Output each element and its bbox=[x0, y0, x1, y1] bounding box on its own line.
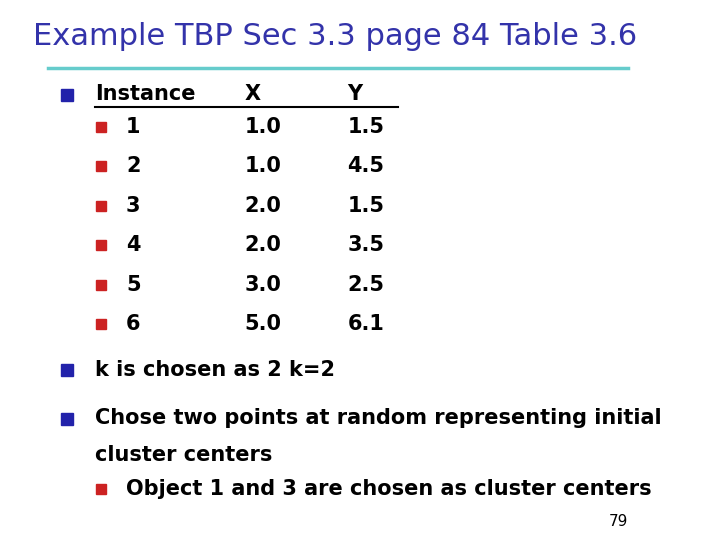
Text: 79: 79 bbox=[609, 514, 629, 529]
Text: Object 1 and 3 are chosen as cluster centers: Object 1 and 3 are chosen as cluster cen… bbox=[126, 478, 652, 499]
Text: 1: 1 bbox=[126, 117, 140, 137]
Text: Example TBP Sec 3.3 page 84 Table 3.6: Example TBP Sec 3.3 page 84 Table 3.6 bbox=[33, 22, 637, 51]
Text: 1.0: 1.0 bbox=[245, 117, 282, 137]
Text: 6.1: 6.1 bbox=[348, 314, 384, 334]
Text: 5.0: 5.0 bbox=[245, 314, 282, 334]
Text: 2.0: 2.0 bbox=[245, 195, 282, 216]
Text: 1.5: 1.5 bbox=[348, 195, 384, 216]
Text: 5: 5 bbox=[126, 274, 140, 295]
Text: k is chosen as 2 k=2: k is chosen as 2 k=2 bbox=[95, 360, 335, 380]
Text: Y: Y bbox=[348, 84, 363, 105]
Text: cluster centers: cluster centers bbox=[95, 445, 272, 465]
Text: 2.0: 2.0 bbox=[245, 235, 282, 255]
Text: Instance: Instance bbox=[95, 84, 195, 105]
Text: 3: 3 bbox=[126, 195, 140, 216]
Text: 1.5: 1.5 bbox=[348, 117, 384, 137]
Text: 1.0: 1.0 bbox=[245, 156, 282, 177]
Text: 6: 6 bbox=[126, 314, 140, 334]
Text: 4: 4 bbox=[126, 235, 140, 255]
Text: 3.0: 3.0 bbox=[245, 274, 282, 295]
Text: 2: 2 bbox=[126, 156, 140, 177]
Text: X: X bbox=[245, 84, 261, 105]
Text: Chose two points at random representing initial: Chose two points at random representing … bbox=[95, 408, 662, 429]
Text: 3.5: 3.5 bbox=[348, 235, 384, 255]
Text: 2.5: 2.5 bbox=[348, 274, 384, 295]
Text: 4.5: 4.5 bbox=[348, 156, 384, 177]
